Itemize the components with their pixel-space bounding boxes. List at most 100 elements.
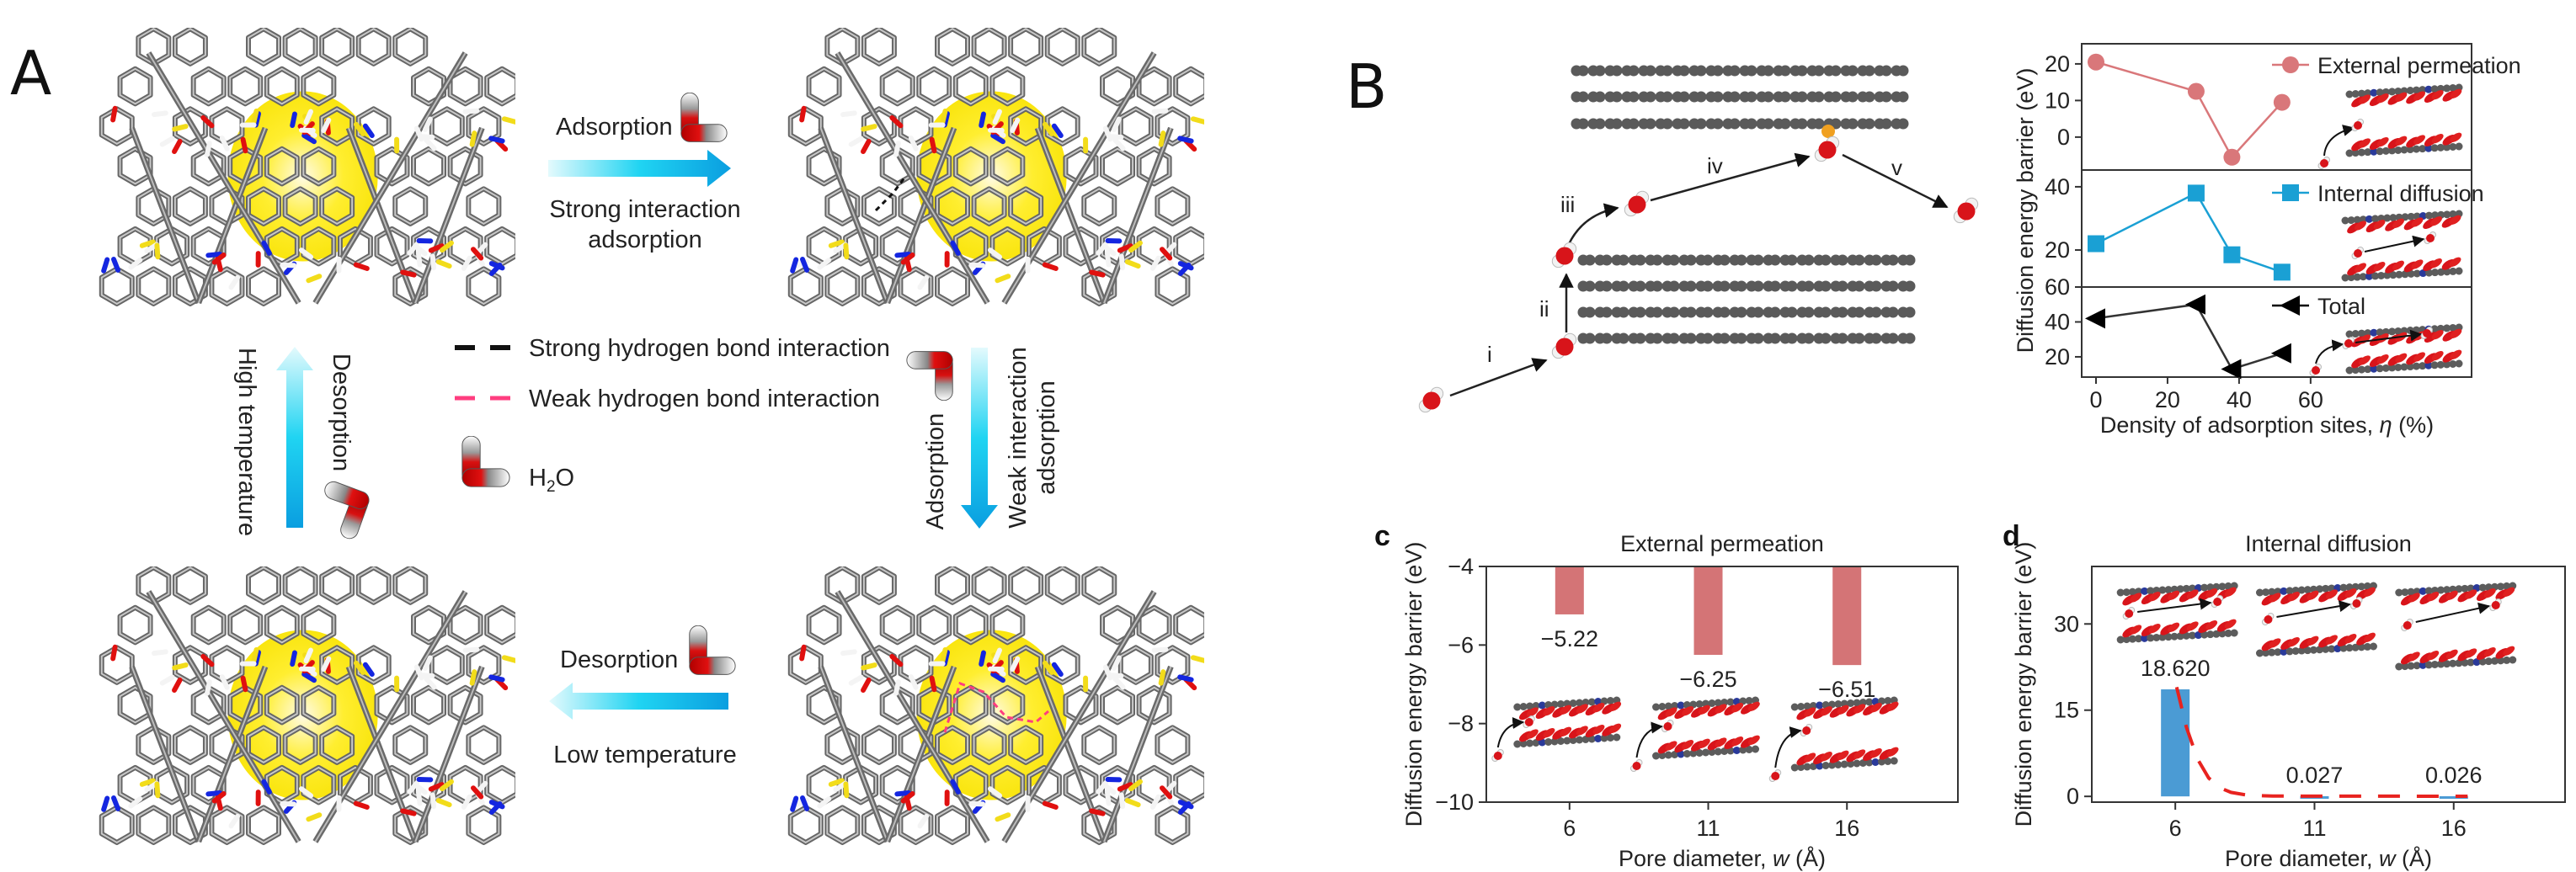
carbon-atom	[1678, 118, 1690, 130]
slab-atom	[2291, 646, 2300, 655]
molecular-slab-inset	[1513, 696, 1622, 720]
oxygen-group	[2364, 632, 2376, 642]
carbon-atom	[1752, 280, 1764, 292]
carbon-atom	[1651, 306, 1663, 318]
slab-atom	[2407, 588, 2415, 596]
oxygen-group	[2344, 634, 2357, 644]
slab-atom	[2364, 148, 2372, 157]
slab-atom	[2345, 90, 2354, 98]
oxygen-group	[2373, 220, 2386, 230]
oxygen-group	[1804, 752, 1816, 763]
carbon-atom	[1628, 91, 1640, 103]
oxygen-group	[1747, 735, 1760, 745]
oxygen-group	[2431, 134, 2444, 144]
oxygen-group	[1886, 701, 1899, 711]
slab-atom	[2341, 216, 2349, 225]
y-tick-label: 60	[2045, 274, 2070, 300]
slab-atom	[1708, 699, 1716, 707]
oxygen-group	[2376, 333, 2389, 343]
top-arrow-caption-line2: adsorption	[588, 226, 701, 253]
slab-atom	[2436, 360, 2445, 369]
molecular-slab-inset	[1513, 723, 1622, 748]
oxygen-group	[2364, 587, 2376, 597]
oxygen-group	[1820, 706, 1832, 716]
slab-atom	[2200, 630, 2209, 639]
carbon-atom	[1763, 91, 1774, 103]
right-arrow-label: Adsorption	[922, 413, 949, 530]
oxygen-group	[1609, 701, 1622, 711]
oxygen-atom	[1524, 718, 1533, 726]
x-axis-label: Density of adsorption sites, η (%)	[2100, 412, 2434, 438]
panel-a-label: A	[10, 38, 51, 109]
slab-atom	[2503, 582, 2511, 590]
slab-atom	[1600, 734, 1608, 742]
carbon-atom	[1736, 332, 1747, 344]
slab-atom	[1720, 747, 1729, 755]
carbon-atom	[1830, 91, 1842, 103]
molecular-slab-inset	[2341, 210, 2463, 234]
oxygen-group	[2392, 260, 2404, 270]
water-label-subscript: 2	[547, 478, 556, 496]
slab-atom	[2376, 364, 2384, 373]
bar	[2161, 689, 2190, 797]
carbon-atom	[1779, 65, 1791, 77]
desorption-arrow-up	[276, 347, 313, 528]
desorption-arrow-left	[549, 683, 728, 720]
carbon-atom	[1685, 254, 1697, 266]
oxygen-group	[2395, 92, 2408, 102]
slab-atom	[2128, 635, 2136, 643]
carbon-atom	[1695, 118, 1707, 130]
x-tick-label: 11	[2302, 816, 2326, 841]
slab-atom	[2224, 582, 2232, 590]
carbon-atom	[1769, 254, 1781, 266]
oxygen-group	[2355, 263, 2366, 273]
carbon-atom	[1695, 91, 1707, 103]
slab-atom	[2436, 143, 2445, 152]
oxygen-group	[2408, 593, 2420, 603]
slab-atom	[1671, 751, 1679, 758]
molecular-slab-inset	[2345, 132, 2463, 157]
carbon-atom	[1719, 280, 1731, 292]
slab-atom	[2339, 644, 2348, 652]
panel-a: A Adsorption Strong interaction adsorpti…	[10, 29, 1206, 843]
slab-atom	[2176, 632, 2184, 641]
slab-atom	[2262, 649, 2270, 657]
oxygen-group	[2224, 619, 2237, 629]
carbon-atom	[1668, 332, 1680, 344]
carbon-atom	[1752, 254, 1764, 266]
carbon-atom	[1897, 118, 1909, 130]
slab-atom	[2316, 646, 2324, 654]
x-tick-label: 16	[1834, 816, 1859, 841]
step-label-ii: ii	[1539, 296, 1549, 322]
slab-atom	[2339, 583, 2348, 592]
oxygen-group	[2376, 137, 2389, 147]
carbon-atom	[1864, 91, 1875, 103]
slab-atom	[2341, 274, 2349, 282]
slab-atom	[2351, 643, 2360, 651]
carbon-atom	[1736, 280, 1747, 292]
oxygen-atom	[1957, 202, 1976, 221]
slab-atom	[2437, 268, 2445, 276]
slab-atom	[2478, 583, 2487, 592]
bar-value-label: 0.027	[2286, 763, 2344, 788]
carbon-atom	[1830, 65, 1842, 77]
slab-atom	[1652, 752, 1661, 760]
slab-atom	[2394, 146, 2403, 154]
oxygen-group	[1853, 749, 1866, 759]
carbon-atom	[1661, 91, 1673, 103]
slab-atom	[2443, 586, 2451, 594]
data-point	[2270, 343, 2291, 364]
slab-atom	[2141, 634, 2149, 642]
data-point	[2273, 263, 2291, 281]
fit-curve	[2174, 686, 2468, 798]
slab-atom	[2407, 269, 2415, 278]
bar-value-label: −5.22	[1541, 626, 1598, 651]
carbon-atom	[1904, 254, 1916, 266]
bar-value-label: −6.25	[1679, 667, 1736, 692]
x-axis-label: Pore diameter, w (Å)	[2225, 845, 2432, 871]
carbon-atom	[1769, 332, 1781, 344]
legend-strong-bond: Strong hydrogen bond interaction	[529, 335, 890, 362]
slab-atom	[2430, 361, 2439, 370]
y-axis-label: Diffusion energy barrier (eV)	[1401, 542, 1427, 827]
cage-structure-empty-bottom	[102, 567, 517, 843]
